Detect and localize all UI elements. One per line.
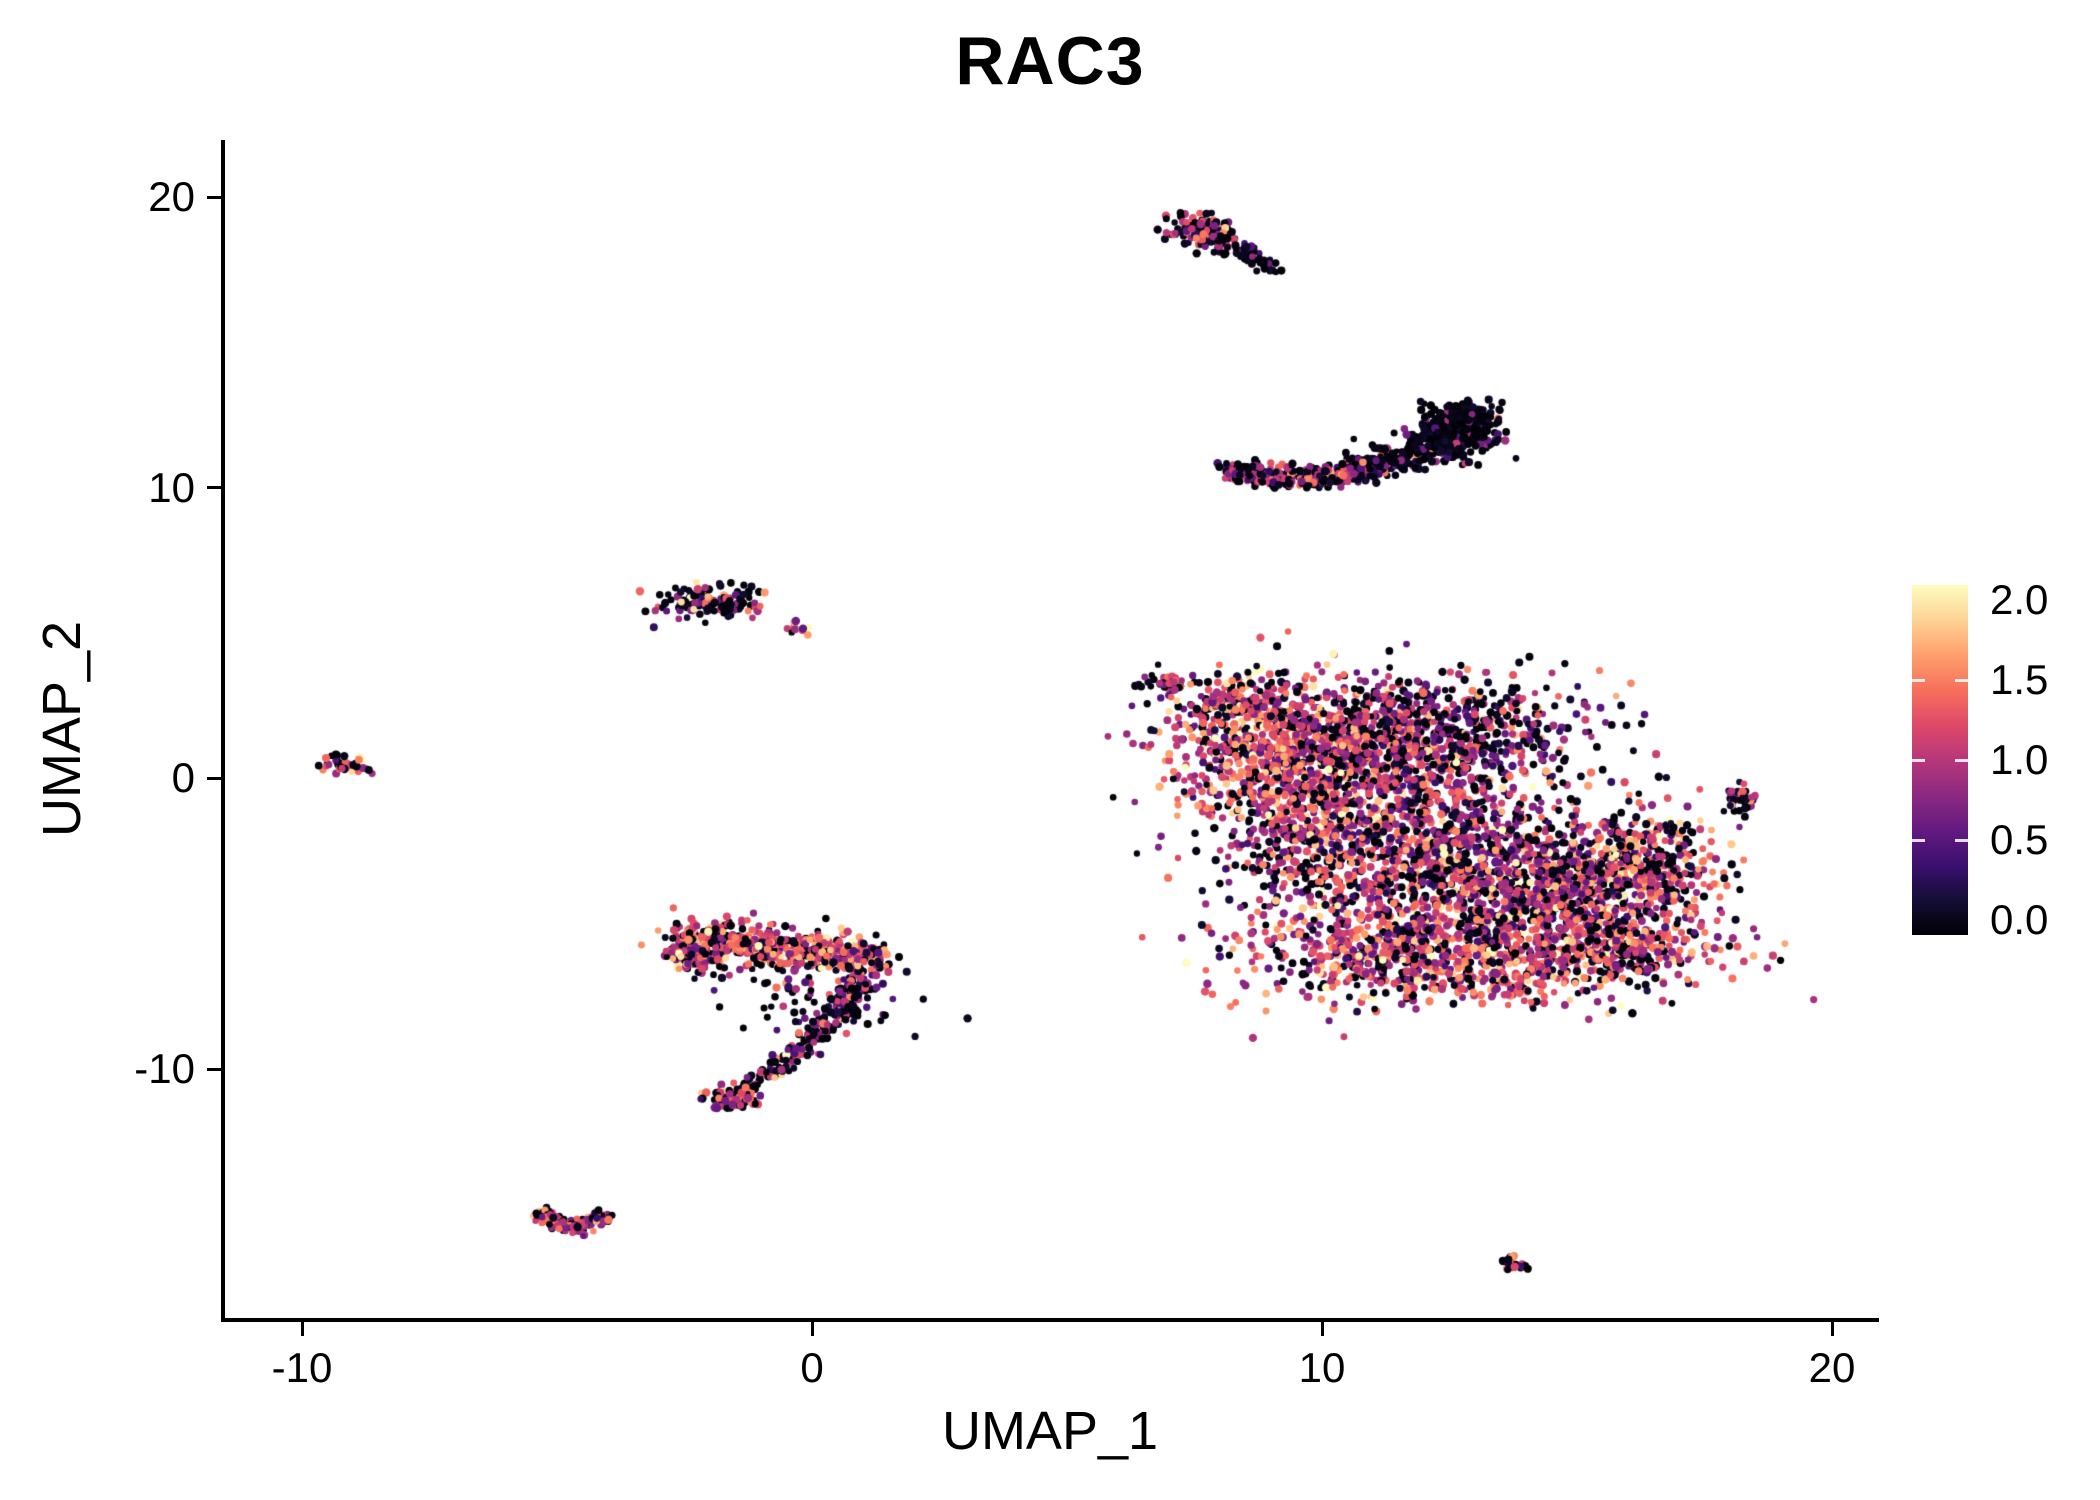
colorbar-tick-mark (1955, 838, 1968, 842)
y-tick-label: 0 (171, 754, 195, 802)
y-tick-label: 10 (148, 463, 195, 511)
y-tick-mark (207, 1067, 221, 1071)
plot-title: RAC3 (955, 23, 1145, 99)
colorbar-label: 0.5 (1990, 816, 2049, 863)
x-tick-label: 0 (800, 1344, 824, 1391)
y-tick-mark (207, 776, 221, 780)
x-tick-mark (300, 1322, 304, 1336)
colorbar-tick-mark (1955, 678, 1968, 682)
colorbar-label: 2.0 (1990, 576, 2049, 623)
x-axis-line (221, 1318, 1879, 1322)
y-tick-label: 20 (148, 173, 195, 220)
colorbar-label: 0.0 (1990, 896, 2049, 943)
x-tick-label: 10 (1298, 1344, 1346, 1391)
x-tick-mark (1830, 1322, 1834, 1336)
y-axis-label: UMAP_2 (32, 620, 92, 838)
colorbar-tick-mark (1912, 758, 1925, 762)
colorbar-tick-mark (1912, 678, 1925, 682)
y-tick-mark (207, 195, 221, 199)
x-tick-mark (810, 1322, 814, 1336)
colorbar-label: 1.5 (1990, 656, 2049, 703)
x-axis-label: UMAP_1 (941, 1401, 1159, 1461)
y-tick-mark (207, 486, 221, 490)
x-tick-label: -10 (271, 1344, 333, 1391)
colorbar-label: 1.0 (1990, 736, 2049, 783)
x-tick-label: 20 (1808, 1344, 1856, 1391)
x-tick-mark (1320, 1322, 1324, 1336)
colorbar-tick-mark (1912, 838, 1925, 842)
y-tick-label: -10 (134, 1045, 195, 1093)
y-axis-line (221, 140, 225, 1322)
colorbar-tick-mark (1955, 758, 1968, 762)
